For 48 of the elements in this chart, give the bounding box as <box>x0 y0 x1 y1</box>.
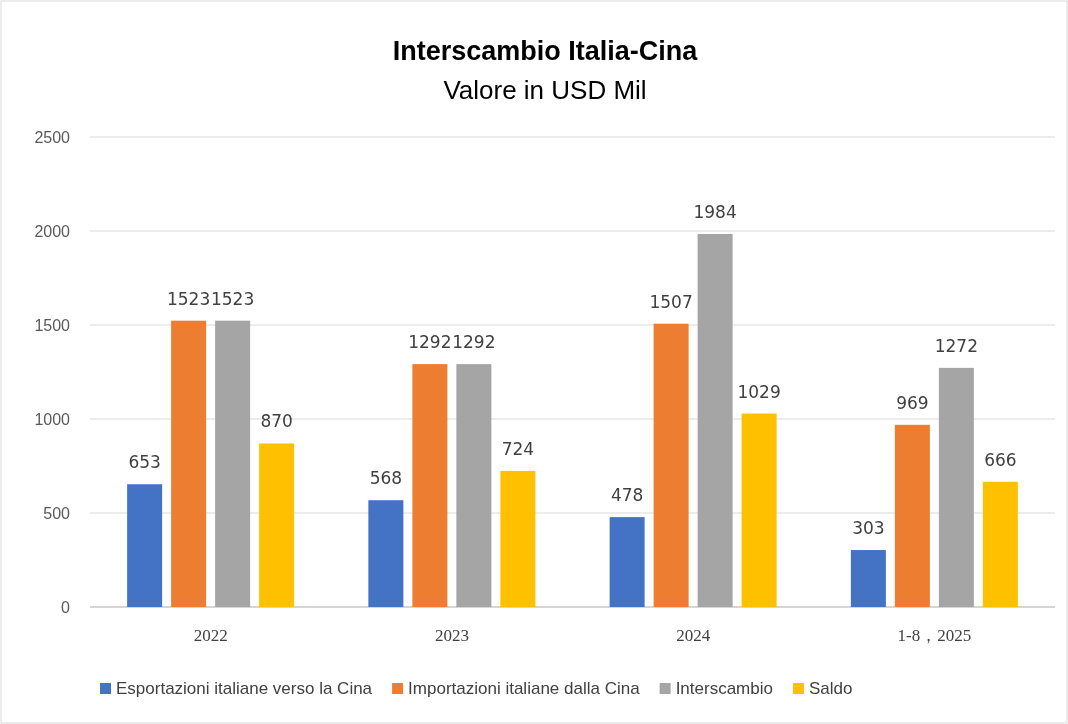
bar <box>171 320 207 607</box>
data-label: 724 <box>501 438 535 459</box>
y-tick-label: 1000 <box>34 410 71 428</box>
chart-subtitle: Valore in USD Mil <box>443 75 647 105</box>
data-label: 1272 <box>934 335 979 356</box>
bar <box>456 364 492 607</box>
bar <box>215 320 251 607</box>
legend-label: Interscambio <box>675 679 773 698</box>
x-tick-label: 2023 <box>434 626 469 646</box>
data-label: 1523 <box>166 288 211 309</box>
data-label: 1984 <box>693 202 737 223</box>
bar <box>127 484 163 607</box>
bar <box>259 443 295 607</box>
legend-label: Importazioni italiane dalla Cina <box>408 679 641 698</box>
x-tick-label: 2022 <box>193 626 228 646</box>
data-label: 568 <box>369 468 403 489</box>
data-label: 969 <box>896 392 929 413</box>
x-tick-label: 2024 <box>676 626 711 646</box>
bar <box>500 470 536 607</box>
data-label: 478 <box>610 485 644 506</box>
data-label: 1029 <box>737 381 781 402</box>
bar <box>850 550 886 607</box>
legend-label: Saldo <box>808 679 853 698</box>
data-label: 870 <box>260 411 293 432</box>
data-label: 1292 <box>452 332 496 353</box>
bar <box>697 234 733 607</box>
bar <box>741 413 777 607</box>
chart-title: Interscambio Italia-Cina <box>392 36 699 66</box>
bar <box>653 323 689 607</box>
bar <box>368 500 404 607</box>
bar <box>609 517 645 607</box>
bar <box>894 424 930 607</box>
y-tick-label: 2000 <box>34 222 71 240</box>
y-tick-label: 2500 <box>34 128 71 146</box>
bar <box>938 367 974 607</box>
bar <box>412 364 448 607</box>
data-label: 666 <box>984 449 1017 470</box>
data-label: 653 <box>128 452 161 473</box>
data-label: 303 <box>852 518 885 539</box>
y-tick-label: 0 <box>61 598 71 616</box>
y-tick-label: 500 <box>43 504 71 522</box>
data-label: 1507 <box>649 291 693 312</box>
y-tick-label: 1500 <box>34 316 71 334</box>
data-label: 1292 <box>408 332 452 353</box>
x-tick-label: 1-8，2025 <box>897 626 972 646</box>
bar <box>982 481 1018 607</box>
data-label: 1523 <box>210 288 255 309</box>
legend-label: Esportazioni italiane verso la Cina <box>116 679 373 698</box>
